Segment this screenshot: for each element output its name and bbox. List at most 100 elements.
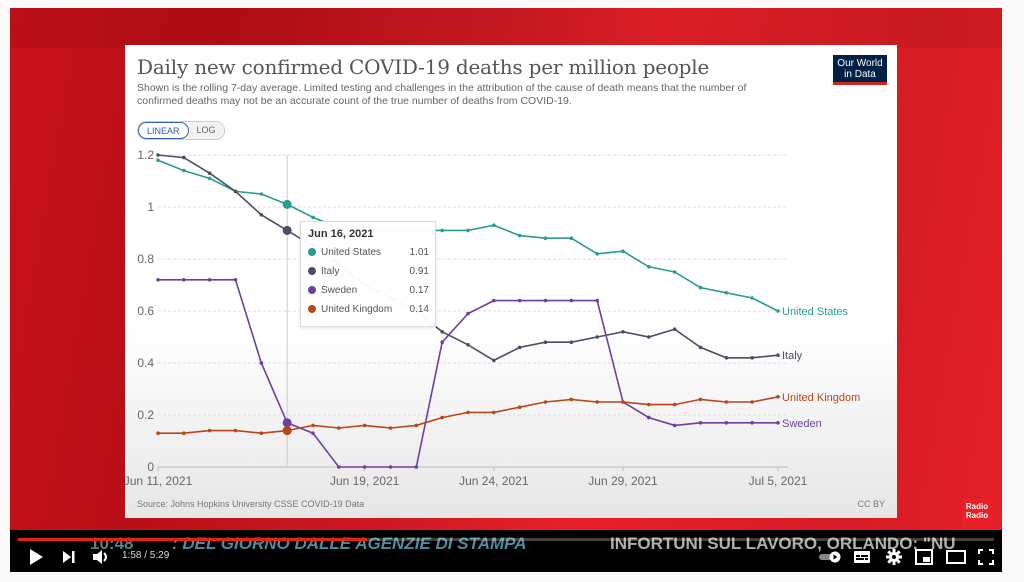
- data-point-sweden: [440, 340, 444, 345]
- gear-icon[interactable]: [886, 549, 902, 565]
- tooltip-series-name: Sweden: [321, 284, 358, 296]
- data-point-sweden: [543, 298, 548, 303]
- data-point-united-states: [492, 223, 496, 227]
- data-point-united-kingdom: [517, 405, 522, 410]
- y-axis-ticks: 0 0.2 0.4 0.6 0.8 1 1.2: [137, 148, 154, 474]
- license-link[interactable]: CC BY: [857, 499, 885, 509]
- subtitles-icon[interactable]: [853, 550, 871, 564]
- chart-subtitle: Shown is the rolling 7-day average. Limi…: [137, 82, 747, 107]
- linear-scale-button[interactable]: LINEAR: [138, 122, 189, 139]
- data-point-united-kingdom: [156, 431, 160, 436]
- data-point-italy: [466, 343, 470, 347]
- data-point-sweden: [182, 278, 186, 282]
- data-point-sweden: [259, 361, 264, 365]
- miniplayer-icon[interactable]: [915, 549, 933, 565]
- data-point-sweden: [311, 431, 315, 436]
- data-point-united-kingdom: [621, 400, 625, 404]
- video-background-shade: [10, 8, 1002, 48]
- data-point-united-kingdom: [388, 426, 393, 430]
- data-point-united-kingdom: [698, 397, 703, 402]
- data-point-italy: [543, 340, 548, 345]
- series-labels: United States Italy Sweden United Kingdom: [782, 306, 860, 430]
- data-point-italy: [776, 353, 780, 358]
- source-note[interactable]: Source: Johns Hopkins University CSSE CO…: [137, 499, 365, 509]
- data-point-united-kingdom: [182, 431, 186, 436]
- data-point-italy: [647, 335, 651, 339]
- line-chart[interactable]: 0 0.2 0.4 0.6 0.8 1 1.2 Jun 11, 2021 Jun 19, 20…: [125, 45, 897, 518]
- data-point-united-kingdom: [337, 426, 341, 430]
- data-point-italy: [156, 153, 160, 157]
- data-point-italy: [569, 340, 574, 345]
- data-point-sweden: [517, 298, 522, 303]
- data-point-united-kingdom: [647, 402, 651, 407]
- data-point-italy: [621, 330, 625, 334]
- data-point-united-states: [517, 233, 522, 238]
- y-tick-label: 0.6: [137, 304, 154, 318]
- chart-title: Daily new confirmed COVID-19 deaths per …: [137, 55, 710, 79]
- play-icon[interactable]: [28, 548, 44, 566]
- series-label-sweden: Sweden: [782, 418, 822, 430]
- data-point-italy: [724, 356, 729, 360]
- data-point-sweden: [750, 421, 754, 425]
- tooltip-series-name: United States: [321, 246, 382, 258]
- data-point-united-kingdom: [492, 410, 496, 415]
- owid-logo-line1: Our World: [837, 58, 883, 69]
- time-display: 1:58 / 5:29: [122, 550, 170, 561]
- series-label-italy: Italy: [782, 350, 803, 362]
- y-tick-label: 1: [147, 200, 154, 214]
- tooltip-series-value: 1.01: [409, 246, 429, 258]
- tooltip-series-name: Italy: [321, 265, 340, 277]
- data-point-united-kingdom: [207, 428, 212, 433]
- data-point-sweden: [492, 298, 496, 303]
- autoplay-toggle-icon[interactable]: [818, 551, 842, 563]
- progress-bar-fill: [18, 538, 368, 541]
- data-point-united-kingdom: [724, 400, 729, 404]
- log-scale-button[interactable]: LOG: [188, 122, 224, 139]
- data-point-italy: [233, 189, 238, 194]
- data-point-united-states: [466, 228, 470, 233]
- data-point-united-kingdom: [414, 423, 419, 428]
- data-point-united-kingdom: [282, 426, 292, 436]
- data-point-united-states: [776, 309, 780, 313]
- data-point-sweden: [282, 418, 292, 428]
- volume-icon[interactable]: [92, 548, 112, 566]
- tooltip-series-value: 0.91: [409, 265, 429, 277]
- data-point-italy: [517, 345, 522, 350]
- data-point-united-kingdom: [311, 423, 315, 428]
- y-tick-label: 1.2: [137, 148, 154, 162]
- data-point-united-states: [207, 176, 212, 181]
- data-point-united-states: [543, 236, 548, 240]
- italy-dot-icon: [308, 267, 316, 275]
- theater-mode-icon[interactable]: [946, 550, 966, 564]
- data-point-united-states: [647, 265, 651, 269]
- data-point-sweden: [207, 278, 212, 282]
- data-point-united-states: [311, 215, 315, 220]
- x-tick-label: Jun 19, 2021: [330, 474, 400, 488]
- data-point-italy: [259, 213, 264, 217]
- video-controls-bar: 10:48 : DEL GIORNO DALLE AGENZIE DI STAM…: [10, 530, 1002, 572]
- data-point-united-states: [621, 249, 625, 253]
- y-tick-label: 0.8: [137, 252, 154, 266]
- data-point-united-kingdom: [750, 400, 754, 404]
- sweden-dot-icon: [308, 286, 316, 294]
- data-point-united-kingdom: [569, 397, 574, 402]
- data-point-united-states: [259, 192, 264, 196]
- data-point-italy: [750, 356, 754, 360]
- next-icon[interactable]: [62, 550, 76, 564]
- data-point-united-states: [672, 270, 677, 274]
- united-states-dot-icon: [308, 248, 316, 256]
- data-point-united-kingdom: [595, 400, 599, 404]
- progress-bar[interactable]: [18, 538, 994, 541]
- data-point-united-states: [724, 291, 729, 295]
- data-point-united-kingdom: [672, 402, 677, 407]
- data-point-italy: [492, 358, 496, 363]
- tooltip-row-sweden: Sweden 0.17: [308, 282, 429, 298]
- data-point-united-states: [698, 285, 703, 290]
- news-ticker-text-1: : DEL GIORNO DALLE AGENZIE DI STAMPA: [172, 534, 527, 553]
- series-label-united-states: United States: [782, 306, 849, 318]
- data-point-united-states: [156, 158, 160, 162]
- channel-logo: Radio Radio: [962, 498, 992, 528]
- fullscreen-icon[interactable]: [978, 549, 994, 565]
- y-tick-label: 0.2: [137, 408, 154, 422]
- data-point-italy: [672, 327, 677, 332]
